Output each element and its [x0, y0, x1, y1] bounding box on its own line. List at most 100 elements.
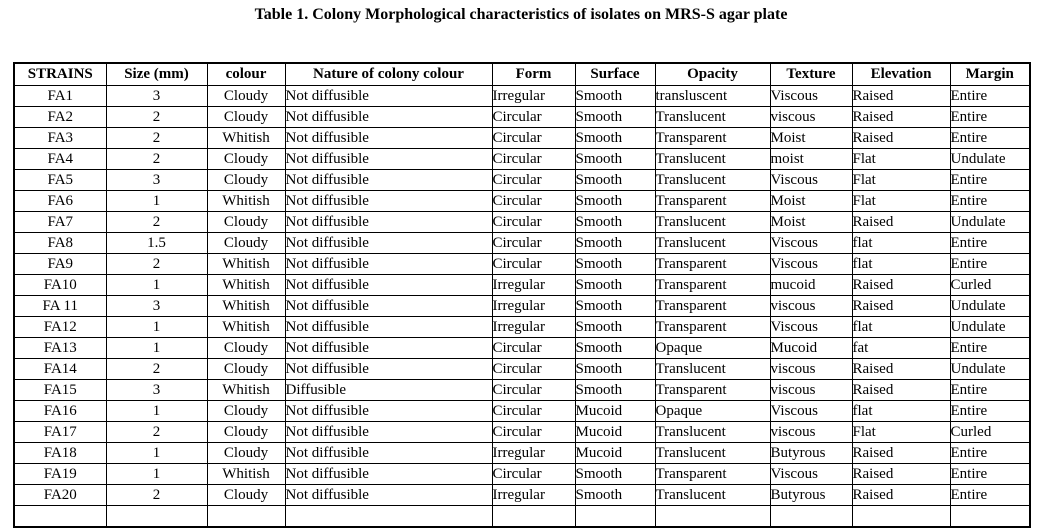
cell-margin: Curled [949, 421, 1031, 443]
cell-size-mm: 2 [105, 484, 208, 506]
cell-nature: Not diffusible [284, 358, 493, 380]
cell-strains: FA12 [13, 316, 107, 338]
cell-surface: Mucoid [574, 421, 656, 443]
column-header-texture: Texture [769, 62, 853, 86]
cell-colour: Cloudy [206, 106, 286, 128]
cell-size-mm: 1.5 [105, 232, 208, 254]
cell-strains: FA14 [13, 358, 107, 380]
cell-nature: Not diffusible [284, 232, 493, 254]
cell-size-mm: 1 [105, 337, 208, 359]
cell-surface: Smooth [574, 337, 656, 359]
cell-margin: Entire [949, 442, 1031, 464]
cell-form: Circular [491, 169, 576, 191]
cell-form: Circular [491, 463, 576, 485]
cell-margin: Entire [949, 463, 1031, 485]
cell-elevation: Raised [851, 484, 951, 506]
cell-strains: FA2 [13, 106, 107, 128]
cell-elevation: Raised [851, 442, 951, 464]
table-row: FA13 1 Cloudy Not diffusible Circular Smooth O… [13, 337, 1031, 359]
cell-surface: Smooth [574, 316, 656, 338]
cell-surface: Smooth [574, 85, 656, 107]
cell-opacity: Translucent [654, 232, 771, 254]
cell-texture: Mucoid [769, 337, 853, 359]
table-header: STRAINS Size (mm) colour Nature of colon… [13, 62, 1031, 86]
cell-opacity: Translucent [654, 106, 771, 128]
cell-opacity: Translucent [654, 484, 771, 506]
table-row: FA20 2 Cloudy Not diffusible Irregular Smooth… [13, 484, 1031, 506]
cell-strains: FA10 [13, 274, 107, 296]
cell-margin: Entire [949, 400, 1031, 422]
cell-empty [284, 505, 493, 528]
table-row: FA 11 3 Whitish Not diffusible Irregular Smoo… [13, 295, 1031, 317]
cell-margin: Entire [949, 379, 1031, 401]
cell-nature: Diffusible [284, 379, 493, 401]
cell-margin: Entire [949, 253, 1031, 275]
cell-texture: Viscous [769, 253, 853, 275]
cell-colour: Whitish [206, 274, 286, 296]
cell-form: Circular [491, 232, 576, 254]
cell-texture: Moist [769, 190, 853, 212]
cell-colour: Cloudy [206, 232, 286, 254]
cell-size-mm: 2 [105, 106, 208, 128]
cell-surface: Smooth [574, 232, 656, 254]
table-row: FA12 1 Whitish Not diffusible Irregular Smoot… [13, 316, 1031, 338]
cell-nature: Not diffusible [284, 421, 493, 443]
cell-opacity: Translucent [654, 358, 771, 380]
cell-opacity: Transparent [654, 379, 771, 401]
cell-margin: Entire [949, 85, 1031, 107]
cell-margin: Entire [949, 337, 1031, 359]
cell-form: Irregular [491, 274, 576, 296]
cell-opacity: Transparent [654, 316, 771, 338]
cell-opacity: Transparent [654, 463, 771, 485]
cell-form: Circular [491, 337, 576, 359]
table-body: FA1 3 Cloudy Not diffusible Irregular Smooth t… [13, 85, 1031, 528]
cell-surface: Mucoid [574, 400, 656, 422]
cell-texture: mucoid [769, 274, 853, 296]
cell-nature: Not diffusible [284, 295, 493, 317]
cell-elevation: Flat [851, 190, 951, 212]
table-row: FA3 2 Whitish Not diffusible Circular Smooth T… [13, 127, 1031, 149]
cell-strains: FA15 [13, 379, 107, 401]
cell-opacity: Transparent [654, 253, 771, 275]
cell-surface: Smooth [574, 190, 656, 212]
cell-form: Circular [491, 379, 576, 401]
cell-strains: FA18 [13, 442, 107, 464]
cell-opacity: Transparent [654, 190, 771, 212]
cell-margin: Entire [949, 484, 1031, 506]
cell-colour: Cloudy [206, 421, 286, 443]
cell-opacity: transluscent [654, 85, 771, 107]
cell-form: Circular [491, 421, 576, 443]
cell-size-mm: 3 [105, 379, 208, 401]
cell-surface: Smooth [574, 127, 656, 149]
cell-empty [851, 505, 951, 528]
cell-elevation: Raised [851, 463, 951, 485]
table-row: FA8 1.5 Cloudy Not diffusible Circular Smooth… [13, 232, 1031, 254]
cell-empty [13, 505, 107, 528]
cell-surface: Smooth [574, 211, 656, 233]
cell-texture: moist [769, 148, 853, 170]
cell-elevation: Raised [851, 379, 951, 401]
cell-empty [491, 505, 576, 528]
column-header-nature: Nature of colony colour [284, 62, 493, 86]
cell-nature: Not diffusible [284, 127, 493, 149]
cell-size-mm: 1 [105, 274, 208, 296]
cell-size-mm: 3 [105, 169, 208, 191]
cell-strains: FA17 [13, 421, 107, 443]
cell-colour: Cloudy [206, 337, 286, 359]
header-row: STRAINS Size (mm) colour Nature of colon… [13, 62, 1031, 86]
cell-empty [769, 505, 853, 528]
cell-elevation: flat [851, 316, 951, 338]
cell-surface: Smooth [574, 274, 656, 296]
cell-surface: Smooth [574, 463, 656, 485]
cell-strains: FA3 [13, 127, 107, 149]
cell-opacity: Transparent [654, 274, 771, 296]
cell-form: Irregular [491, 484, 576, 506]
table-row: FA4 2 Cloudy Not diffusible Circular Smooth Tr… [13, 148, 1031, 170]
cell-strains: FA7 [13, 211, 107, 233]
cell-form: Irregular [491, 316, 576, 338]
table-row: FA14 2 Cloudy Not diffusible Circular Smooth T… [13, 358, 1031, 380]
morphology-table: STRAINS Size (mm) colour Nature of colon… [13, 62, 1031, 528]
cell-elevation: Raised [851, 127, 951, 149]
cell-nature: Not diffusible [284, 484, 493, 506]
cell-margin: Entire [949, 190, 1031, 212]
